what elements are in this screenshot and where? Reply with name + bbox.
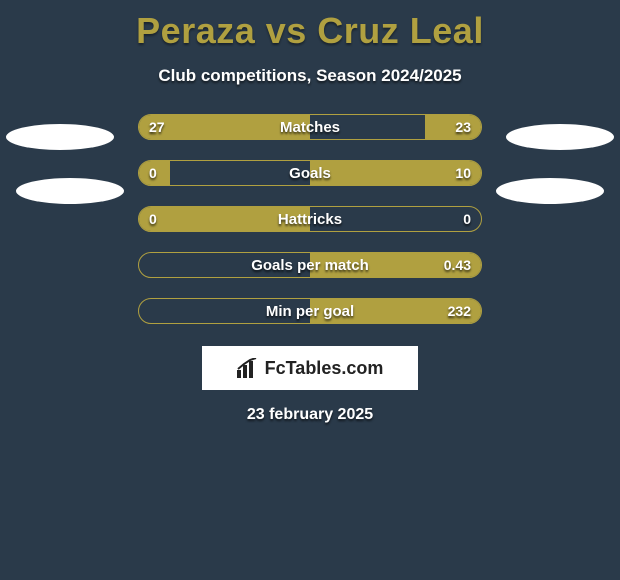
date-text: 23 february 2025 [0, 406, 620, 424]
stat-value-right: 23 [455, 115, 471, 139]
stat-label: Min per goal [139, 299, 481, 323]
brand-text: FcTables.com [265, 358, 384, 379]
stats-container: 27 Matches 23 0 Goals 10 0 Hattricks 0 G… [138, 114, 482, 324]
stat-row-goals-per-match: Goals per match 0.43 [138, 252, 482, 278]
page-title: Peraza vs Cruz Leal [0, 0, 620, 52]
stat-label: Matches [139, 115, 481, 139]
stat-row-hattricks: 0 Hattricks 0 [138, 206, 482, 232]
stat-row-min-per-goal: Min per goal 232 [138, 298, 482, 324]
player-badge-right-2 [496, 178, 604, 204]
stat-value-right: 0 [463, 207, 471, 231]
player-badge-left-2 [16, 178, 124, 204]
stat-label: Hattricks [139, 207, 481, 231]
season-subtitle: Club competitions, Season 2024/2025 [0, 66, 620, 86]
stat-label: Goals per match [139, 253, 481, 277]
bar-chart-icon [237, 358, 259, 378]
stat-row-matches: 27 Matches 23 [138, 114, 482, 140]
player-badge-left-1 [6, 124, 114, 150]
stat-value-right: 10 [455, 161, 471, 185]
stat-row-goals: 0 Goals 10 [138, 160, 482, 186]
stat-value-right: 232 [448, 299, 471, 323]
brand-box[interactable]: FcTables.com [202, 346, 418, 390]
stat-label: Goals [139, 161, 481, 185]
player-badge-right-1 [506, 124, 614, 150]
stat-value-right: 0.43 [444, 253, 471, 277]
